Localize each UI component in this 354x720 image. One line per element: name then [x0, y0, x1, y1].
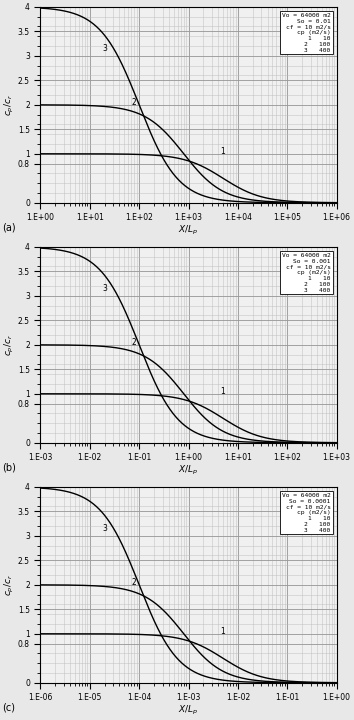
Text: Vo = 64000 m2
So = 0.001
cf = 10 m2/s
cp (m2/s)
1   10
2   100
3   400: Vo = 64000 m2 So = 0.001 cf = 10 m2/s cp… [282, 253, 331, 292]
Text: 1: 1 [221, 627, 225, 636]
Text: 3: 3 [102, 524, 107, 534]
Text: 1: 1 [221, 387, 225, 396]
X-axis label: $X/L_p$: $X/L_p$ [178, 464, 199, 477]
Y-axis label: $c_p/c_r$: $c_p/c_r$ [3, 94, 16, 116]
Text: 2: 2 [132, 578, 137, 588]
Text: Vo = 64000 m2
So = 0.0001
cf = 10 m2/s
cp (m2/s)
1   10
2   100
3   400: Vo = 64000 m2 So = 0.0001 cf = 10 m2/s c… [282, 492, 331, 533]
Text: 2: 2 [132, 338, 137, 347]
Text: (b): (b) [2, 462, 16, 472]
Text: 1: 1 [221, 147, 225, 156]
Text: 3: 3 [102, 45, 107, 53]
Text: 3: 3 [102, 284, 107, 293]
Y-axis label: $c_p/c_r$: $c_p/c_r$ [3, 334, 16, 356]
Text: Vo = 64000 m2
So = 0.01
cf = 10 m2/s
cp (m2/s)
1   10
2   100
3   400: Vo = 64000 m2 So = 0.01 cf = 10 m2/s cp … [282, 13, 331, 53]
X-axis label: $X/L_p$: $X/L_p$ [178, 703, 199, 716]
Text: 2: 2 [132, 98, 137, 107]
X-axis label: $X/L_p$: $X/L_p$ [178, 224, 199, 237]
Text: (c): (c) [2, 702, 15, 712]
Text: (a): (a) [2, 222, 16, 233]
Y-axis label: $c_p/c_r$: $c_p/c_r$ [3, 574, 16, 596]
